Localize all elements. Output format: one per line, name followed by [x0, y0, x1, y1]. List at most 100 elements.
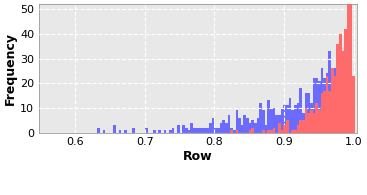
Bar: [331, 68, 334, 133]
Bar: [310, 110, 313, 133]
Bar: [265, 125, 268, 133]
Bar: [172, 128, 174, 133]
Bar: [243, 115, 246, 133]
Bar: [212, 118, 214, 133]
Bar: [268, 130, 270, 133]
Bar: [214, 128, 217, 133]
Bar: [283, 105, 286, 133]
Bar: [302, 113, 305, 133]
Bar: [326, 73, 328, 133]
Bar: [288, 98, 291, 133]
Bar: [286, 105, 288, 133]
Bar: [228, 115, 230, 133]
Bar: [291, 110, 294, 133]
Bar: [339, 34, 342, 133]
Bar: [278, 115, 281, 133]
Bar: [251, 128, 254, 133]
Bar: [262, 110, 265, 133]
Bar: [262, 130, 265, 133]
Bar: [328, 91, 331, 133]
Bar: [326, 76, 328, 133]
Bar: [281, 130, 283, 133]
Bar: [193, 128, 196, 133]
Bar: [145, 128, 148, 133]
Bar: [198, 128, 201, 133]
Bar: [305, 108, 307, 133]
Bar: [315, 78, 318, 133]
Bar: [259, 103, 262, 133]
Bar: [270, 130, 273, 133]
Bar: [297, 103, 299, 133]
Bar: [291, 130, 294, 133]
Bar: [153, 130, 156, 133]
Bar: [188, 130, 190, 133]
Bar: [328, 51, 331, 133]
Bar: [132, 128, 135, 133]
Bar: [275, 115, 278, 133]
Y-axis label: Frequency: Frequency: [4, 32, 17, 105]
Bar: [313, 78, 315, 133]
Bar: [97, 128, 100, 133]
Bar: [196, 128, 198, 133]
Bar: [251, 120, 254, 133]
Bar: [344, 29, 347, 133]
Bar: [225, 123, 228, 133]
Bar: [236, 110, 238, 133]
Bar: [217, 128, 219, 133]
Bar: [342, 71, 344, 133]
Bar: [331, 68, 334, 133]
Bar: [177, 125, 180, 133]
X-axis label: Row: Row: [183, 150, 213, 163]
Bar: [281, 108, 283, 133]
Bar: [206, 128, 209, 133]
Bar: [313, 113, 315, 133]
Bar: [249, 123, 251, 133]
Bar: [273, 108, 275, 133]
Bar: [337, 58, 339, 133]
Bar: [241, 125, 243, 133]
Bar: [318, 81, 320, 133]
Bar: [103, 130, 105, 133]
Bar: [302, 120, 305, 133]
Bar: [113, 125, 116, 133]
Bar: [337, 44, 339, 133]
Bar: [315, 103, 318, 133]
Bar: [344, 29, 347, 133]
Bar: [283, 125, 286, 133]
Bar: [294, 130, 297, 133]
Bar: [334, 76, 337, 133]
Bar: [318, 110, 320, 133]
Bar: [297, 125, 299, 133]
Bar: [350, 17, 352, 133]
Bar: [299, 120, 302, 133]
Bar: [334, 68, 337, 133]
Bar: [124, 130, 127, 133]
Bar: [270, 108, 273, 133]
Bar: [182, 125, 185, 133]
Bar: [278, 123, 281, 133]
Bar: [119, 130, 121, 133]
Bar: [169, 130, 172, 133]
Bar: [233, 130, 236, 133]
Bar: [257, 118, 259, 133]
Bar: [286, 120, 288, 133]
Bar: [310, 103, 313, 133]
Bar: [320, 93, 323, 133]
Bar: [236, 130, 238, 133]
Bar: [222, 120, 225, 133]
Bar: [352, 76, 355, 133]
Bar: [339, 49, 342, 133]
Bar: [238, 118, 241, 133]
Bar: [159, 130, 161, 133]
Bar: [320, 68, 323, 133]
Bar: [294, 105, 297, 133]
Bar: [347, 51, 350, 133]
Bar: [323, 91, 326, 133]
Bar: [352, 88, 355, 133]
Bar: [307, 93, 310, 133]
Bar: [204, 128, 206, 133]
Bar: [246, 118, 249, 133]
Bar: [164, 130, 167, 133]
Bar: [350, 0, 352, 133]
Bar: [307, 113, 310, 133]
